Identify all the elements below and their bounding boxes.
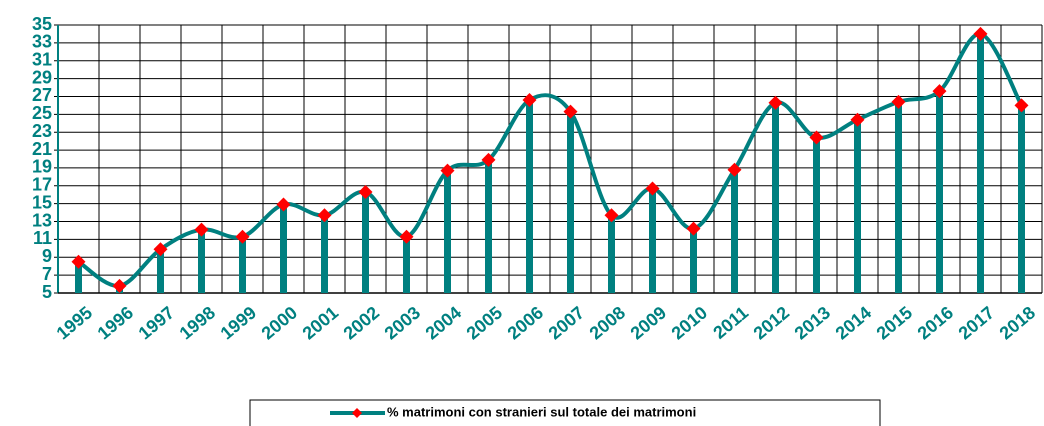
marker <box>481 152 496 167</box>
marker <box>932 84 947 99</box>
marker <box>727 162 742 177</box>
y-tick-label: 13 <box>32 210 52 230</box>
x-tick-label: 2017 <box>955 302 999 343</box>
y-tick-label: 35 <box>32 14 52 34</box>
x-tick-label: 2003 <box>381 302 425 343</box>
y-tick-label: 5 <box>42 282 52 302</box>
x-tick-label: 2001 <box>299 302 343 343</box>
marker <box>112 278 127 293</box>
x-tick-label: 2010 <box>668 302 712 343</box>
marker <box>235 229 250 244</box>
marker <box>153 242 168 257</box>
y-tick-label: 9 <box>42 246 52 266</box>
x-tick-label: 2004 <box>422 302 466 343</box>
marker <box>645 181 660 196</box>
marker <box>522 93 537 108</box>
marker <box>358 185 373 200</box>
y-tick-label: 23 <box>32 121 52 141</box>
marker <box>399 229 414 244</box>
x-tick-label: 2011 <box>709 302 752 342</box>
x-tick-label: 2000 <box>258 302 302 343</box>
x-tick-label: 1996 <box>94 302 138 343</box>
y-tick-label: 27 <box>32 85 52 105</box>
x-tick-label: 2005 <box>463 302 507 343</box>
x-tick-label: 2016 <box>914 302 958 343</box>
y-tick-label: 7 <box>42 264 52 284</box>
marker <box>71 254 86 269</box>
x-tick-label: 2015 <box>873 302 917 343</box>
marker <box>850 112 865 127</box>
marker <box>973 26 988 41</box>
marker <box>317 208 332 223</box>
x-tick-label: 2002 <box>340 302 384 343</box>
marker <box>563 104 578 119</box>
x-tick-label: 2018 <box>996 302 1040 343</box>
x-tick-label: 2006 <box>504 302 548 343</box>
x-tick-label: 2007 <box>545 302 589 343</box>
marker <box>768 95 783 110</box>
marker <box>809 130 824 145</box>
legend-marker <box>352 408 362 418</box>
marker <box>1014 98 1029 113</box>
x-tick-label: 1998 <box>176 302 220 343</box>
x-tick-label: 1995 <box>53 302 97 343</box>
marker <box>194 222 209 237</box>
marker <box>276 197 291 212</box>
marker <box>686 221 701 236</box>
y-tick-label: 17 <box>32 175 52 195</box>
x-tick-label: 2009 <box>627 302 671 343</box>
x-tick-label: 1997 <box>135 302 179 343</box>
x-tick-label: 2014 <box>832 302 876 343</box>
y-tick-label: 19 <box>32 157 52 177</box>
x-tick-label: 1999 <box>217 302 261 343</box>
legend-label: % matrimoni con stranieri sul totale dei… <box>387 404 696 419</box>
y-tick-label: 33 <box>32 32 52 52</box>
marker <box>604 208 619 223</box>
x-tick-label: 2008 <box>586 302 630 343</box>
y-tick-label: 15 <box>32 192 52 212</box>
y-tick-label: 31 <box>32 49 52 69</box>
x-tick-label: 2012 <box>750 302 794 343</box>
marker <box>891 94 906 109</box>
y-tick-label: 29 <box>32 67 52 87</box>
y-tick-label: 21 <box>32 139 52 159</box>
x-tick-label: 2013 <box>791 302 835 343</box>
marker <box>440 163 455 178</box>
y-tick-label: 25 <box>32 103 52 123</box>
y-tick-label: 11 <box>33 228 52 248</box>
